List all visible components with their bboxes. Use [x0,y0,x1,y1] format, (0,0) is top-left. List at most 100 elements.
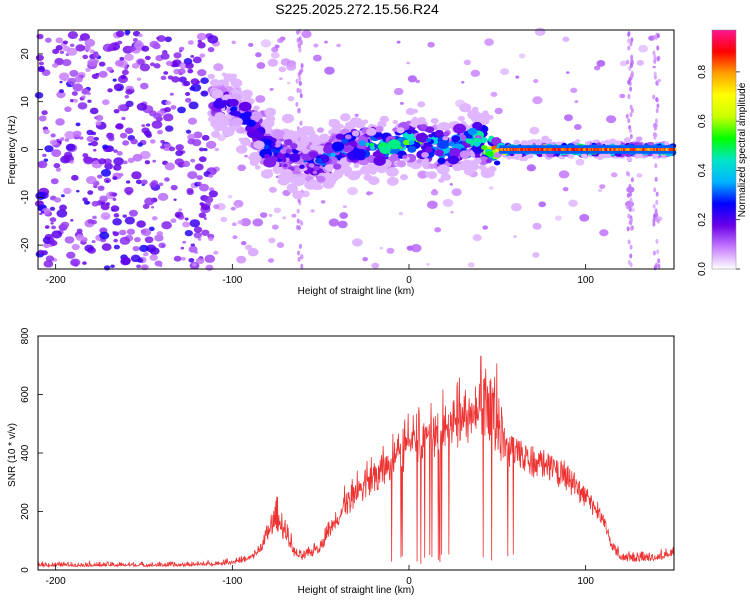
spectrogram-cell [52,63,59,68]
spectrogram-cell [301,148,310,154]
spectrogram-cell [298,243,302,249]
spectrogram-cell [263,153,270,159]
spectrogram-cell [44,37,52,43]
spectrogram-cell [178,49,183,53]
spectrogram-cell [139,150,151,160]
spectrogram-cell [193,226,203,233]
spectrogram-cell [309,144,318,151]
spectrogram-cell [470,115,480,123]
spectrogram-cell [222,126,235,137]
spectrogram-cell [455,163,464,171]
spectrogram-cell [127,45,136,52]
spectrogram-cell [37,200,44,206]
spectrogram-cell [279,77,283,81]
spectrogram-cell [142,252,149,257]
spectrogram-cell [330,152,336,157]
spectrogram-cell [408,140,415,145]
spectrogram-cell [566,71,570,74]
spectrogram-cell [41,250,48,256]
spectrogram-cell [157,129,163,135]
spectrogram-cell [75,234,85,241]
spectrogram-cell [173,52,182,59]
spectrogram-cell [296,87,300,93]
spectrogram-cell [297,250,301,256]
spectrogram-cell [652,203,656,209]
spectrogram-cell [207,46,215,53]
spectrogram-cell [570,87,578,94]
spectrogram-cell [285,148,292,154]
spectrogram-cell [151,216,158,221]
spectrogram-cell [313,43,319,48]
spectrogram-cell [149,40,159,48]
spectrogram-cell [156,35,166,43]
spectrogram-cell [424,171,431,177]
spectrogram-cell [440,174,447,179]
spectrogram-cell [71,91,78,96]
snr-x-tick-label: 0 [406,576,412,587]
spectrogram-cell [630,202,634,208]
spectrogram-cell [470,69,481,77]
spectrogram-cell [407,145,417,153]
spectrogram-cell [122,160,128,165]
spectrogram-cell [217,81,224,86]
spectrogram-cell [272,129,286,140]
spectrogram-cell [629,41,633,47]
spectrogram-cell [231,222,237,227]
snr-y-tick-label: 600 [20,386,31,403]
spectrogram-cell [628,191,632,197]
spectrogram-cell [189,219,201,228]
spectrogram-cell [459,103,472,113]
spectrogram-cell [235,205,240,209]
spectrogram-cell [231,117,243,127]
spectrogram-cell [313,165,320,171]
spectrogram-cell [238,137,244,142]
spectrogram-cell [185,91,191,96]
spectrogram-cell [415,79,420,84]
spectrogram-cell [299,40,303,46]
spectrogram-cell [289,153,301,163]
spectrogram-cell [652,65,656,69]
spectrogram-cell [654,118,658,124]
spectrogram-cell [286,183,298,192]
spectrogram-cell [198,183,210,192]
spectrogram-cell [120,74,127,80]
spectrogram-cell [298,80,302,86]
spectrogram-cell [105,202,110,206]
spectrogram-cell [627,239,631,245]
spectrogram-cell [294,141,307,151]
spectrogram-cell [189,86,196,91]
spectrogram-cell [87,92,91,96]
spectrogram-cell [164,177,170,182]
spectrogram-cell [225,86,234,92]
spectrogram-cell [299,69,303,75]
spectrogram-cell [37,66,46,73]
spectrogram-cell [277,38,284,44]
spectrogram-cell [296,224,300,230]
spectrogram-cell [84,244,94,252]
spectrogram-cell [292,149,299,154]
spectrogram-cell [301,135,310,143]
spectrogram-cell [478,164,487,171]
spectrogram-cell [177,106,186,114]
spectrogram-cell [281,158,287,163]
spectrogram-cell [568,199,578,207]
spectrogram-cell [526,164,536,172]
spectrogram-cell [352,119,360,126]
spectrogram-cell [408,136,416,142]
spectrogram-cell [207,202,212,206]
spectrogram-cell [149,139,156,144]
spectrogram-cell [655,199,659,205]
snr-x-ticks: -200 -100 0 100 [46,565,594,587]
spectrogram-cell [193,131,203,139]
spectrogram-cell [628,219,632,225]
spectrogram-cell [300,263,304,269]
spectrogram-cell [122,214,127,218]
spectrogram-cell [657,263,661,269]
colorbar-frame [711,29,737,270]
spectrogram-cell [282,133,291,140]
spectrogram-cell [113,157,124,166]
spectrogram-cell [192,56,202,64]
spectrogram-cell [629,262,633,268]
spectrogram-cell [207,116,215,122]
spectrogram-cell [63,187,72,195]
